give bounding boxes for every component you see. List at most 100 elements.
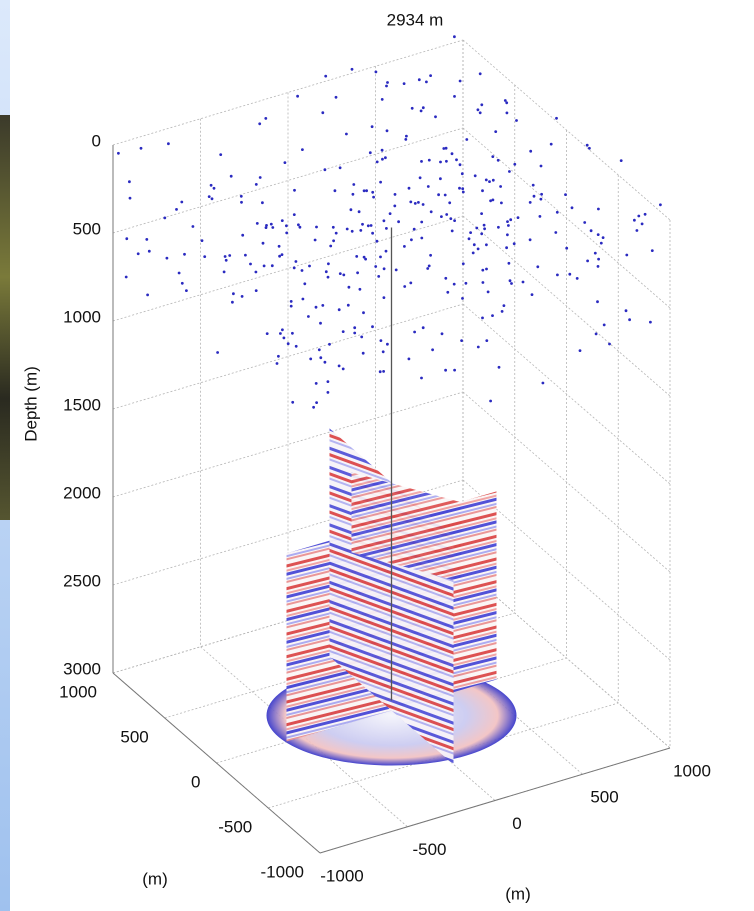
source-point bbox=[505, 101, 509, 105]
source-point bbox=[417, 201, 420, 204]
source-point bbox=[384, 249, 388, 253]
source-point bbox=[450, 229, 454, 233]
source-point bbox=[374, 70, 378, 74]
z-tick-label: 3000 bbox=[63, 659, 101, 678]
source-point bbox=[540, 192, 543, 196]
source-point bbox=[219, 153, 223, 157]
source-point bbox=[453, 35, 456, 39]
source-point bbox=[453, 95, 456, 98]
source-point bbox=[486, 290, 490, 294]
source-point bbox=[291, 400, 295, 404]
source-point bbox=[506, 233, 509, 237]
source-point bbox=[314, 305, 318, 309]
source-point bbox=[469, 231, 472, 235]
source-point bbox=[377, 275, 381, 278]
source-point bbox=[484, 178, 488, 182]
source-point bbox=[635, 229, 639, 232]
source-point bbox=[555, 116, 558, 120]
y-tick-label: -1000 bbox=[261, 862, 304, 881]
source-point bbox=[500, 310, 504, 313]
source-point bbox=[292, 266, 296, 270]
source-point bbox=[117, 151, 120, 155]
source-point bbox=[271, 226, 275, 229]
source-point bbox=[379, 255, 382, 259]
source-point bbox=[353, 326, 357, 330]
source-point bbox=[476, 108, 480, 112]
source-point bbox=[640, 222, 644, 226]
source-point bbox=[449, 217, 453, 221]
source-point bbox=[505, 111, 509, 115]
source-point bbox=[277, 244, 281, 248]
z-tick-label: 2500 bbox=[63, 571, 101, 590]
source-point bbox=[429, 253, 432, 257]
source-point bbox=[139, 146, 143, 150]
source-point bbox=[434, 115, 437, 119]
source-point bbox=[444, 276, 448, 280]
source-point bbox=[351, 192, 355, 196]
source-point bbox=[394, 268, 398, 272]
source-point bbox=[491, 155, 495, 159]
y-tick-label: 1000 bbox=[59, 682, 97, 701]
source-point bbox=[362, 189, 366, 193]
source-point bbox=[427, 158, 431, 162]
source-point bbox=[413, 202, 417, 205]
source-point bbox=[177, 271, 181, 275]
source-point bbox=[369, 224, 373, 227]
source-point bbox=[379, 339, 383, 342]
source-point bbox=[500, 201, 503, 205]
source-point bbox=[183, 252, 186, 256]
source-point bbox=[345, 132, 348, 136]
source-point bbox=[628, 318, 631, 322]
source-point bbox=[421, 326, 425, 330]
source-point bbox=[386, 342, 389, 346]
source-point bbox=[529, 149, 533, 153]
source-point bbox=[145, 238, 149, 241]
seismic-volume bbox=[266, 227, 517, 766]
source-point bbox=[338, 272, 342, 275]
grid-line bbox=[216, 657, 567, 764]
axis-edge bbox=[319, 747, 671, 854]
source-point bbox=[240, 200, 243, 204]
source-point bbox=[319, 356, 323, 360]
source-point bbox=[381, 350, 385, 354]
source-point bbox=[531, 183, 535, 187]
source-point bbox=[241, 233, 245, 237]
source-point bbox=[393, 204, 397, 208]
axis-edge bbox=[112, 672, 321, 854]
source-point bbox=[602, 323, 606, 327]
source-point bbox=[420, 376, 423, 380]
source-point bbox=[326, 275, 330, 279]
source-point bbox=[382, 370, 385, 373]
source-point bbox=[539, 197, 543, 201]
source-point bbox=[549, 142, 553, 146]
source-point bbox=[175, 208, 178, 211]
source-point bbox=[362, 311, 365, 315]
source-point bbox=[323, 168, 327, 172]
source-point bbox=[508, 279, 512, 283]
source-point bbox=[277, 354, 280, 358]
y-tick-label: -500 bbox=[218, 817, 252, 836]
source-point bbox=[578, 349, 582, 352]
source-point bbox=[491, 314, 494, 317]
source-point bbox=[275, 362, 279, 365]
x-axis-label: (m) bbox=[505, 884, 530, 903]
source-point bbox=[382, 267, 386, 271]
source-point bbox=[207, 195, 211, 199]
source-point bbox=[460, 172, 464, 176]
source-point bbox=[262, 264, 266, 268]
source-point bbox=[420, 160, 423, 163]
source-point bbox=[532, 194, 536, 198]
source-point bbox=[565, 246, 569, 250]
source-point bbox=[465, 138, 469, 141]
source-point bbox=[270, 264, 274, 268]
source-point bbox=[279, 332, 282, 335]
source-point bbox=[421, 203, 425, 206]
source-point bbox=[332, 239, 335, 243]
source-point bbox=[476, 247, 480, 251]
source-point bbox=[285, 224, 288, 228]
source-point bbox=[409, 200, 413, 204]
source-point bbox=[239, 194, 243, 198]
source-point bbox=[515, 119, 518, 122]
source-point bbox=[570, 206, 574, 210]
